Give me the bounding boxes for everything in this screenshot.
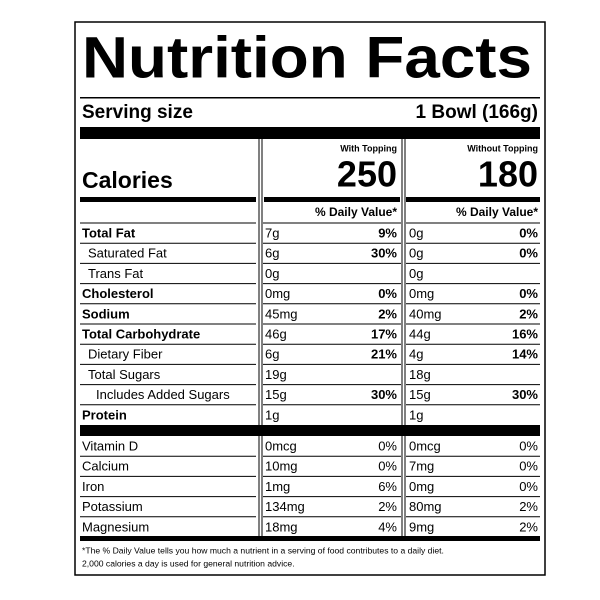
daily-value: 21% [371,347,397,362]
daily-value: 2% [519,306,538,321]
amount: 18mg [265,519,298,534]
amount: 19g [265,367,287,382]
daily-value: 0% [519,479,538,494]
amount: 10mg [265,459,298,474]
amount: 1g [265,407,279,422]
nutrient-name: Potassium [82,499,143,514]
dv-header: % Daily Value* [456,205,538,219]
amount: 7g [265,226,279,241]
daily-value: 17% [371,327,397,342]
amount: 1mg [265,479,290,494]
column-heading: Without Topping [467,143,538,153]
daily-value: 0% [378,439,397,454]
nutrient-name: Total Fat [82,226,136,241]
calories-label: Calories [82,167,173,193]
nutrient-name: Includes Added Sugars [96,387,230,402]
amount: 80mg [409,499,442,514]
amount: 9mg [409,519,434,534]
label-border [74,21,546,576]
amount: 44g [409,327,431,342]
daily-value: 0% [519,246,538,261]
daily-value: 30% [512,387,538,402]
nutrient-name: Iron [82,479,104,494]
amount: 0g [409,246,423,261]
amount: 0g [265,266,279,281]
calories-value: 180 [478,154,538,195]
amount: 0mcg [265,439,297,454]
amount: 46g [265,327,287,342]
amount: 40mg [409,306,442,321]
nutrient-name: Dietary Fiber [88,347,163,362]
nutrient-name: Calcium [82,459,129,474]
daily-value: 0% [378,459,397,474]
calories-value: 250 [337,154,397,195]
amount: 0mg [409,286,434,301]
footnote: *The % Daily Value tells you how much a … [82,545,444,555]
daily-value: 0% [519,286,538,301]
nutrient-name: Total Sugars [88,367,161,382]
dv-header: % Daily Value* [315,205,397,219]
rule [264,197,400,202]
nutrient-name: Sodium [82,306,130,321]
rule [80,97,540,99]
serving-label: Serving size [82,102,193,123]
daily-value: 4% [378,519,397,534]
amount: 15g [265,387,287,402]
rule [406,197,540,202]
amount: 1g [409,407,423,422]
daily-value: 16% [512,327,538,342]
thick-rule [80,127,540,139]
amount: 15g [409,387,431,402]
daily-value: 2% [519,499,538,514]
daily-value: 0% [519,226,538,241]
thick-rule [80,425,540,436]
amount: 18g [409,367,431,382]
daily-value: 0% [378,286,397,301]
footnote: 2,000 calories a day is used for general… [82,558,295,568]
nutrient-name: Vitamin D [82,439,138,454]
rule [80,536,540,541]
serving-value: 1 Bowl (166g) [416,102,538,123]
nutrient-name: Magnesium [82,519,149,534]
daily-value: 2% [378,306,397,321]
column-heading: With Topping [340,143,397,153]
daily-value: 6% [378,479,397,494]
daily-value: 2% [378,499,397,514]
daily-value: 0% [519,459,538,474]
nutrient-name: Saturated Fat [88,246,167,261]
nutrient-name: Cholesterol [82,286,154,301]
daily-value: 30% [371,387,397,402]
amount: 0mg [409,479,434,494]
daily-value: 0% [519,439,538,454]
amount: 134mg [265,499,305,514]
amount: 4g [409,347,423,362]
daily-value: 14% [512,347,538,362]
nutrient-name: Trans Fat [88,266,144,281]
daily-value: 9% [378,226,397,241]
amount: 6g [265,347,279,362]
nutrient-name: Total Carbohydrate [82,327,200,342]
amount: 0g [409,266,423,281]
rule [80,197,256,202]
daily-value: 30% [371,246,397,261]
amount: 7mg [409,459,434,474]
amount: 0g [409,226,423,241]
amount: 45mg [265,306,298,321]
daily-value: 2% [519,519,538,534]
amount: 6g [265,246,279,261]
nutrient-name: Protein [82,407,127,422]
title: Nutrition Facts [82,25,532,90]
amount: 0mcg [409,439,441,454]
amount: 0mg [265,286,290,301]
